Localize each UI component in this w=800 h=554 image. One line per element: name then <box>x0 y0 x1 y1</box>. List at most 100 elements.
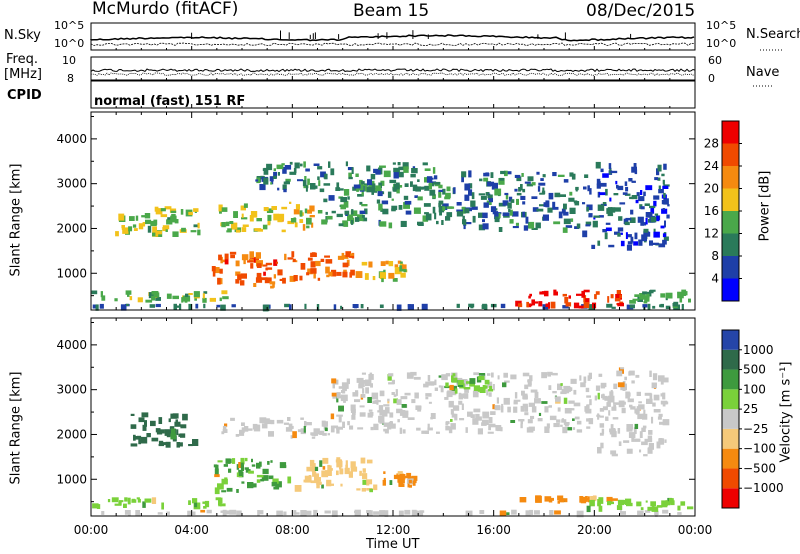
velocity-cell <box>291 425 294 429</box>
power-cell <box>404 200 412 205</box>
power-cell <box>563 211 569 216</box>
velocity-cell <box>599 408 605 412</box>
power-cell <box>615 180 618 185</box>
velocity-cell <box>310 432 314 436</box>
velocity-cell <box>618 367 624 374</box>
velocity-cell <box>214 474 220 478</box>
velocity-cell <box>203 506 207 509</box>
power-cell <box>267 214 272 221</box>
power-cell <box>553 221 561 225</box>
velocity-cell <box>563 397 568 404</box>
power-cell <box>522 201 526 205</box>
power-cell <box>211 266 216 272</box>
velocity-cell <box>164 429 171 436</box>
velocity-cell <box>398 480 401 487</box>
velocity-cell <box>404 509 411 515</box>
velocity-colorbar-swatch <box>722 428 739 449</box>
power-colorbar-swatch <box>722 121 739 144</box>
velocity-colorbar-frame <box>721 329 740 509</box>
power-cell <box>537 186 541 192</box>
velocity-cell <box>458 400 463 405</box>
power-cell <box>144 213 151 219</box>
velocity-cell <box>240 462 244 469</box>
velocity-cell <box>416 427 421 431</box>
power-cell <box>381 278 384 283</box>
velocity-cell <box>658 375 665 382</box>
power-cell <box>429 189 436 196</box>
nsky-trace <box>90 34 695 42</box>
velocity-cell <box>626 448 633 454</box>
velocity-cell <box>373 511 380 515</box>
power-cell <box>273 171 277 178</box>
velocity-cell <box>222 425 227 431</box>
velocity-colorbar-label: 1000 <box>743 343 774 357</box>
velocity-cell <box>472 418 479 425</box>
power-cell <box>279 278 286 281</box>
velocity-cell <box>436 431 440 434</box>
power-cell <box>616 184 619 189</box>
power-cell <box>539 192 545 195</box>
velocity-cell <box>340 483 343 487</box>
power-cell <box>629 300 636 304</box>
power-cell <box>361 204 368 207</box>
velocity-cell <box>555 396 561 402</box>
power-cell <box>442 188 446 195</box>
velocity-cell <box>629 370 635 376</box>
power-cell <box>529 293 532 297</box>
velocity-colorbar-label: −100 <box>743 442 776 456</box>
power-cell <box>462 215 465 220</box>
power-cell <box>270 182 273 185</box>
power-cell <box>379 165 386 168</box>
velocity-cell <box>644 438 651 442</box>
power-cell <box>249 251 254 259</box>
velocity-cell <box>465 427 468 433</box>
power-cell <box>352 186 359 191</box>
power-cell <box>557 174 565 177</box>
velocity-cell <box>445 421 449 426</box>
velocity-cell <box>396 399 402 405</box>
velocity-cell <box>341 390 345 393</box>
velocity-colorbar-swatch <box>722 448 739 469</box>
velocity-cell <box>217 483 224 490</box>
velocity-cell <box>572 427 576 430</box>
power-cell <box>328 195 335 201</box>
power-cell <box>253 283 257 287</box>
velocity-cell <box>369 372 373 378</box>
power-cell <box>633 241 638 246</box>
velocity-cell <box>556 419 561 423</box>
power-cell <box>539 291 546 295</box>
velocity-cell <box>391 423 396 429</box>
velocity-cell <box>496 425 502 432</box>
velocity-cell <box>428 401 432 404</box>
velocity-cell <box>520 423 523 429</box>
velocity-cell <box>602 406 608 411</box>
velocity-cell <box>607 395 615 403</box>
velocity-cell <box>434 379 437 386</box>
power-cell <box>303 161 306 168</box>
power-cell <box>297 179 304 182</box>
velocity-cell <box>458 395 463 400</box>
velocity-cell <box>135 510 140 516</box>
velocity-cell <box>316 482 320 489</box>
velocity-cell <box>311 468 316 473</box>
velocity-cell <box>541 372 547 379</box>
velocity-cell <box>345 464 348 472</box>
power-cell <box>412 184 418 192</box>
velocity-colorbar-swatch <box>722 488 739 508</box>
velocity-ytick-label: 3000 <box>56 383 87 397</box>
velocity-cell <box>343 400 346 403</box>
count-tick-left-top: 10^5 <box>54 19 85 32</box>
power-cell <box>639 293 646 300</box>
power-cell <box>368 261 373 268</box>
velocity-cell <box>369 488 373 493</box>
power-cell <box>498 202 506 207</box>
power-cell <box>605 227 612 232</box>
power-cell <box>521 173 524 177</box>
power-cell <box>180 209 184 215</box>
power-cell <box>425 213 432 221</box>
power-cell <box>586 204 593 211</box>
power-cell <box>340 305 343 309</box>
power-cell <box>518 303 523 308</box>
power-cell <box>572 176 576 180</box>
velocity-cell <box>502 382 507 388</box>
